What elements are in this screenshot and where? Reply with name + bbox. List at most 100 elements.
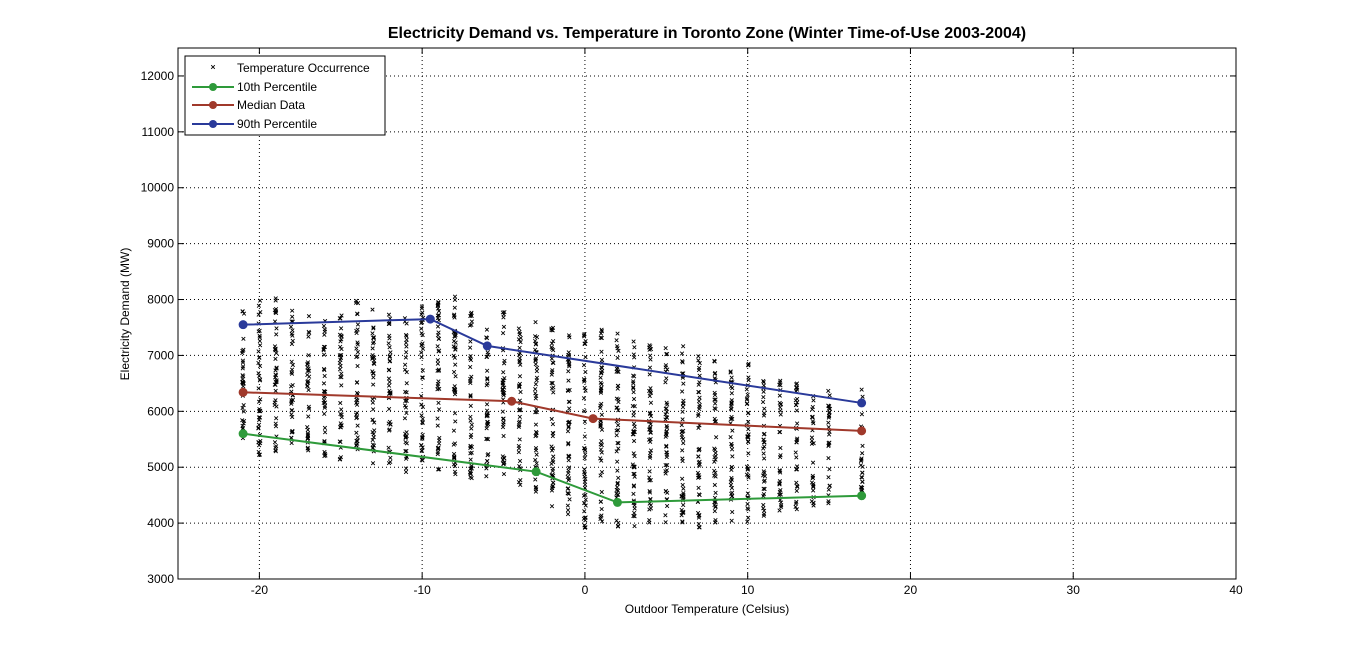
marker-stroke (583, 503, 588, 508)
marker-stroke (256, 440, 261, 445)
scatter-point (860, 470, 865, 475)
marker-stroke (631, 410, 637, 415)
scatter-point (338, 421, 343, 426)
scatter-point (257, 338, 262, 344)
scatter-point (469, 426, 474, 431)
marker-stroke (517, 407, 523, 412)
marker-stroke (679, 389, 685, 394)
marker-stroke (730, 454, 735, 459)
scatter-point (795, 436, 800, 441)
scatter-point (419, 442, 424, 448)
scatter-point (338, 344, 343, 349)
marker-stroke (550, 421, 556, 427)
scatter-point (761, 380, 766, 385)
marker-stroke (306, 387, 311, 393)
scatter-point (256, 422, 262, 427)
marker-stroke (680, 510, 685, 515)
scatter-point (273, 298, 278, 303)
scatter-point (664, 400, 669, 405)
marker-stroke (436, 336, 442, 341)
marker-stroke (663, 406, 668, 411)
marker-stroke (826, 443, 831, 449)
marker-stroke (696, 358, 701, 363)
scatter-point (826, 455, 831, 461)
scatter-point (420, 375, 425, 380)
scatter-point (354, 412, 359, 417)
marker-stroke (778, 402, 783, 407)
marker-stroke (518, 482, 523, 487)
marker-stroke (566, 333, 572, 338)
scatter-point (290, 328, 295, 333)
scatter-point (257, 363, 263, 369)
marker-stroke (533, 347, 538, 352)
marker-stroke (712, 359, 717, 364)
scatter-point (665, 503, 670, 509)
marker-stroke (257, 298, 263, 303)
scatter-point (484, 436, 489, 442)
y-tick-label: 12000 (141, 69, 175, 83)
scatter-point (549, 345, 554, 350)
marker-stroke (566, 353, 572, 358)
marker-stroke (306, 368, 312, 373)
marker-stroke (240, 358, 246, 363)
marker-stroke (697, 446, 702, 451)
marker-stroke (632, 345, 637, 350)
scatter-point (386, 445, 391, 450)
scatter-point (305, 445, 310, 450)
marker-stroke (257, 452, 263, 457)
marker-stroke (809, 435, 815, 440)
scatter-point (338, 326, 344, 331)
scatter-point (614, 491, 619, 496)
scatter-point (518, 335, 523, 341)
marker-stroke (729, 375, 734, 380)
scatter-point (339, 407, 344, 412)
scatter-point (745, 411, 751, 416)
scatter-point (583, 476, 588, 481)
scatter-point (712, 482, 717, 488)
scatter-point (306, 404, 311, 409)
marker-stroke (419, 355, 424, 360)
scatter-point (630, 403, 635, 409)
marker-stroke (533, 320, 538, 325)
marker-stroke (746, 475, 751, 480)
scatter-point (435, 450, 440, 455)
marker-stroke (419, 448, 425, 454)
marker-stroke (468, 313, 473, 319)
marker-stroke (516, 443, 521, 449)
scatter-point (761, 440, 767, 445)
marker-stroke (404, 390, 409, 395)
marker-stroke (518, 362, 523, 367)
marker-stroke (500, 409, 505, 414)
marker-stroke (745, 491, 750, 496)
marker-stroke (469, 444, 474, 449)
marker-stroke (599, 458, 604, 463)
scatter-point (257, 333, 262, 338)
marker-stroke (355, 340, 360, 345)
scatter-point (794, 440, 799, 445)
marker-stroke (339, 313, 344, 318)
scatter-point (567, 364, 572, 369)
marker-stroke (647, 520, 652, 525)
scatter-point (435, 361, 441, 366)
marker-stroke (648, 506, 654, 511)
scatter-point (695, 470, 701, 476)
scatter-point (468, 364, 473, 370)
marker-stroke (566, 441, 571, 446)
scatter-point (712, 473, 717, 478)
scatter-point (534, 452, 539, 457)
marker-stroke (714, 435, 719, 440)
scatter-point (452, 411, 458, 416)
marker-stroke (550, 380, 555, 386)
marker-stroke (306, 406, 312, 411)
marker-stroke (453, 340, 458, 345)
scatter-point (370, 307, 375, 312)
marker-stroke (273, 310, 279, 316)
marker-stroke (436, 313, 442, 318)
marker-stroke (681, 502, 686, 508)
marker-stroke (452, 305, 457, 310)
marker-stroke (534, 365, 540, 370)
marker-stroke (550, 458, 555, 463)
scatter-point (648, 353, 653, 358)
marker-stroke (486, 352, 491, 357)
scatter-point (404, 337, 409, 342)
